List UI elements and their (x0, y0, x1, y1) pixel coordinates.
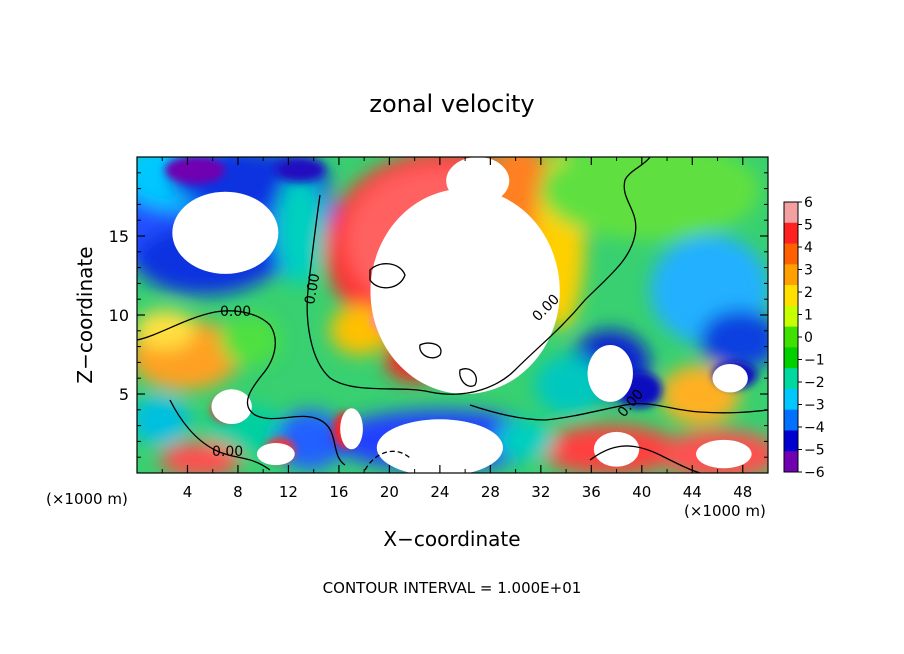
x-tick-label: 28 (481, 483, 500, 501)
contour-small-3 (459, 368, 477, 387)
colorbar-swatch (784, 451, 798, 473)
colorbar: 6 5 4 3 2 1 0 −1 −2 −3 −4 −5 −6 (783, 195, 825, 481)
colorbar-tick-label: −6 (804, 465, 825, 481)
clipped-regions (172, 157, 752, 473)
x-unit-left: (×1000 m) (46, 490, 128, 508)
clipped-high-region (256, 442, 295, 466)
colorbar-swatch (784, 264, 798, 286)
x-tick-label: 40 (632, 483, 651, 501)
colorbar-tick-label: −4 (804, 420, 825, 436)
colorbar-tick-label: −5 (804, 443, 825, 459)
clipped-low-region (712, 363, 748, 393)
contour-zero-upper (306, 156, 651, 395)
colorbar-swatch (784, 243, 798, 265)
clipped-high-region (340, 408, 363, 450)
contour-label: 0.00 (212, 444, 243, 460)
y-tick-label: 10 (109, 306, 129, 325)
y-tick-label: 15 (109, 227, 129, 246)
x-unit-right: (×1000 m) (684, 502, 766, 520)
colorbar-tick-label: 6 (804, 195, 813, 211)
colorbar-tick-label: 5 (804, 218, 813, 234)
colorbar-tick-label: 4 (804, 240, 813, 256)
x-tick-label: 36 (582, 483, 601, 501)
colorbar-swatch (784, 430, 798, 452)
colorbar-tick-label: −2 (804, 375, 825, 391)
colorbar-swatch (784, 409, 798, 431)
x-tick-label: 16 (329, 483, 348, 501)
x-tick-label: 8 (233, 483, 243, 501)
x-tick-label: 32 (531, 483, 550, 501)
colorbar-swatch (784, 202, 798, 224)
colorbar-tick-label: 1 (804, 308, 813, 324)
colorbar-tick-label: −1 (804, 353, 825, 369)
clipped-low-region (376, 419, 503, 473)
chart-title: zonal velocity (369, 90, 534, 118)
contour-small-2 (369, 263, 406, 289)
colorbar-tick-label: 3 (804, 263, 813, 279)
x-axis: 4 8 12 16 20 24 28 32 36 40 44 48 (161, 157, 752, 501)
contour-zero-right (589, 445, 701, 474)
y-axis-label: Z−coordinate (73, 246, 97, 383)
heatmap-field (137, 157, 768, 473)
contour-label: 0.00 (302, 272, 323, 305)
x-tick-label: 4 (183, 483, 193, 501)
contour-dashed (364, 450, 411, 471)
contour-zero-bottom (469, 402, 769, 421)
colorbar-swatch (784, 326, 798, 348)
clipped-high-region (370, 188, 560, 394)
x-tick-label: 20 (380, 483, 399, 501)
colorbar-swatch (784, 305, 798, 328)
contour-label: 0.00 (220, 304, 251, 320)
x-tick-label: 44 (683, 483, 702, 501)
x-axis-label: X−coordinate (383, 527, 520, 551)
colorbar-swatch (784, 285, 798, 307)
colorbar-swatch (784, 368, 798, 390)
contour-zero-lower-left (169, 399, 271, 471)
clipped-high-region (696, 439, 752, 469)
y-tick-label: 5 (119, 385, 129, 404)
colorbar-tick-label: −3 (804, 398, 825, 414)
x-tick-label: 48 (733, 483, 752, 501)
clipped-high-region (211, 389, 252, 425)
clipped-low-region (587, 345, 633, 402)
colorbar-tick-label: 2 (804, 285, 813, 301)
colorbar-swatch (784, 388, 798, 411)
clipped-high-region (593, 431, 640, 467)
x-tick-label: 24 (430, 483, 449, 501)
colorbar-swatch (784, 347, 798, 369)
contour-interval-note: CONTOUR INTERVAL = 1.000E+01 (323, 579, 582, 597)
colorbar-tick-label: 0 (804, 330, 813, 346)
x-tick-label: 12 (279, 483, 298, 501)
contour-zero-left (136, 310, 346, 466)
y-axis: 5 10 15 (109, 172, 768, 458)
contour-small-1 (419, 342, 442, 359)
clipped-low-region (172, 191, 279, 274)
colorbar-swatch (784, 222, 798, 245)
clipped-high-region (446, 157, 510, 205)
zero-contours (136, 156, 769, 474)
